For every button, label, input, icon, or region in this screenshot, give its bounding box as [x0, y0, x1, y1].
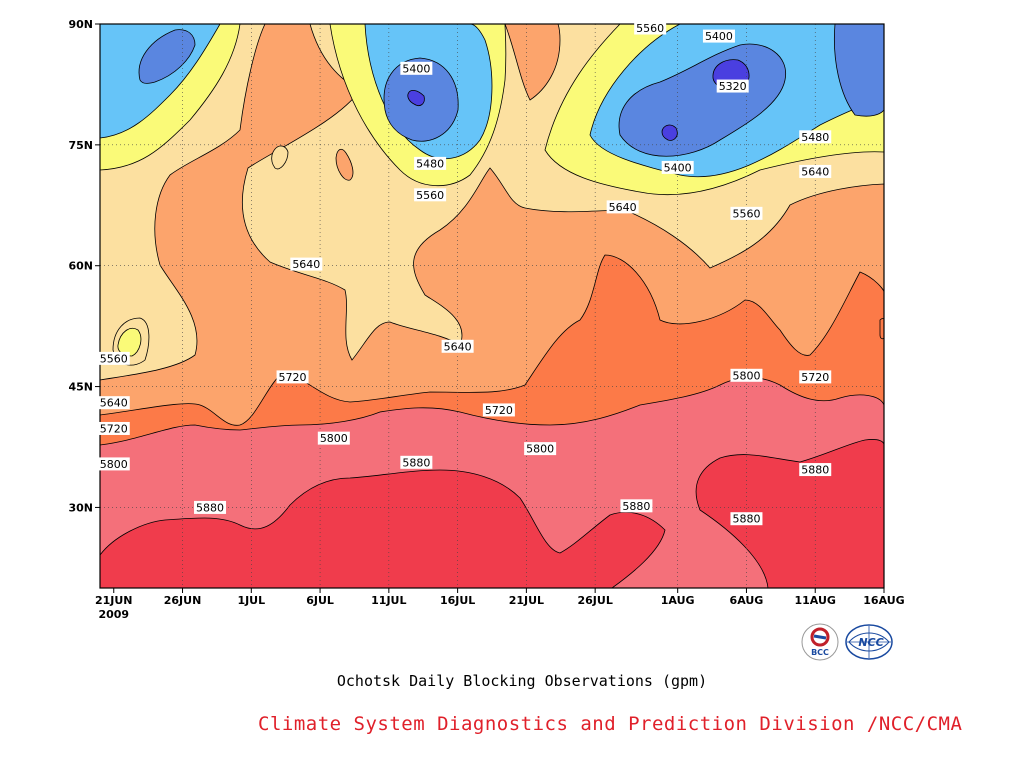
contour-label-bg: [276, 370, 309, 384]
y-tick-label: 75N: [68, 139, 93, 152]
contour-label: 5880: [622, 500, 650, 513]
band-5640-5720-north: [504, 24, 561, 101]
contour-label: 5720: [279, 371, 307, 384]
contour-label-bg: [441, 339, 474, 353]
band-5320-5400-nw: [138, 29, 196, 84]
contour-label-bg: [400, 61, 433, 75]
band-5720-5800-edge: [879, 318, 884, 340]
contour-label: 5720: [485, 404, 513, 417]
contour-label: 5560: [416, 189, 444, 202]
contour-label-bg: [290, 257, 323, 271]
contour-label: 5880: [801, 464, 829, 477]
band-above-5880: [100, 469, 666, 588]
y-tick-label: 90N: [68, 18, 93, 31]
contour-label: 5880: [402, 456, 430, 469]
contour-label-bg: [799, 130, 832, 144]
contour-label: 5800: [100, 458, 128, 471]
contour-label: 5560: [732, 207, 760, 220]
contour-labels: 5560 5400 5400 5320 5480 5400 5640 5480 5560 5640…: [97, 21, 832, 526]
contour-label: 5880: [196, 501, 224, 514]
contour-label-bg: [97, 396, 130, 410]
contour-label-bg: [661, 160, 694, 174]
contour-label-bg: [482, 403, 515, 417]
band-5560-5640-island2: [271, 145, 289, 170]
y-tick-label: 30N: [68, 501, 93, 514]
contour-label-bg: [524, 442, 557, 456]
x-tick-label: 1JUL: [237, 594, 265, 607]
ncc-logo-text: NCC: [858, 636, 883, 649]
y-tick-label: 45N: [68, 381, 93, 394]
contour-label-bg: [634, 21, 667, 35]
contour-label-bg: [730, 206, 763, 220]
contour-label: 5640: [444, 340, 472, 353]
contour-label-bg: [97, 351, 130, 365]
grid-lines: [100, 24, 884, 588]
bcc-logo-text: BCC: [811, 648, 829, 657]
contour-label: 5800: [526, 443, 554, 456]
contour-label-bg: [799, 164, 832, 178]
contour-label: 5720: [100, 422, 128, 435]
contour-label: 5640: [609, 201, 637, 214]
contour-label: 5640: [100, 397, 128, 410]
y-tick-label: 60N: [68, 260, 93, 273]
contour-label-bg: [194, 500, 227, 514]
contour-label-bg: [606, 200, 639, 214]
x-tick-label: 11AUG: [795, 594, 836, 607]
band-5320-5400-ne2: [834, 24, 884, 117]
contour-label: 5720: [801, 371, 829, 384]
contour-label: 5560: [636, 22, 664, 35]
contour-label: 5480: [416, 157, 444, 170]
x-tick-label: 1AUG: [661, 594, 695, 607]
x-tick-label: 16JUL: [440, 594, 475, 607]
band-below-5320-mid: [407, 90, 425, 106]
x-tick-label: 11JUL: [371, 594, 406, 607]
contour-fills: [100, 24, 884, 588]
contour-label-bg: [414, 188, 447, 202]
contour-label: 5640: [292, 258, 320, 271]
contour-label-bg: [97, 421, 130, 435]
contour-label: 5400: [664, 161, 692, 174]
contour-label: 5400: [402, 62, 430, 75]
credit-line: Climate System Diagnostics and Predictio…: [258, 713, 963, 735]
band-above-5880-east: [695, 439, 884, 588]
contour-label: 5480: [801, 131, 829, 144]
x-tick-label: 26JUL: [577, 594, 612, 607]
contour-label-bg: [716, 79, 749, 93]
contour-label: 5560: [100, 352, 128, 365]
contour-label: 5800: [732, 369, 760, 382]
contour-label-bg: [730, 368, 763, 382]
contour-label-bg: [414, 156, 447, 170]
x-tick-label: 6JUL: [306, 594, 334, 607]
y-axis-ticks: 90N 75N 60N 45N 30N: [68, 18, 100, 514]
contour-label-bg: [799, 370, 832, 384]
x-tick-label: 16AUG: [863, 594, 904, 607]
contour-label-bg: [730, 512, 763, 526]
contour-label: 5320: [719, 80, 747, 93]
band-5640-5720-island2: [335, 148, 354, 181]
contour-label: 5880: [732, 513, 760, 526]
band-below-5320-ne2: [661, 124, 678, 141]
contour-label-bg: [799, 463, 832, 477]
x-tick-label: 21JUN: [95, 594, 133, 607]
contour-label-bg: [620, 499, 653, 513]
chart-title: Ochotsk Daily Blocking Observations (gpm…: [336, 672, 708, 690]
contour-label: 5400: [705, 30, 733, 43]
contour-label-bg: [702, 29, 735, 43]
bcc-logo: BCC: [801, 623, 839, 661]
contour-label-bg: [400, 455, 433, 469]
contour-label-bg: [97, 457, 130, 471]
x-tick-label: 26JUN: [164, 594, 202, 607]
x-tick-label: 21JUL: [509, 594, 544, 607]
x-year-label: 2009: [98, 608, 129, 621]
x-tick-label: 6AUG: [730, 594, 764, 607]
ncc-logo: NCC: [845, 624, 893, 660]
contour-label-bg: [317, 431, 350, 445]
contour-label: 5640: [801, 165, 829, 178]
plot-frame: [99, 23, 885, 589]
contour-label: 5800: [320, 432, 348, 445]
